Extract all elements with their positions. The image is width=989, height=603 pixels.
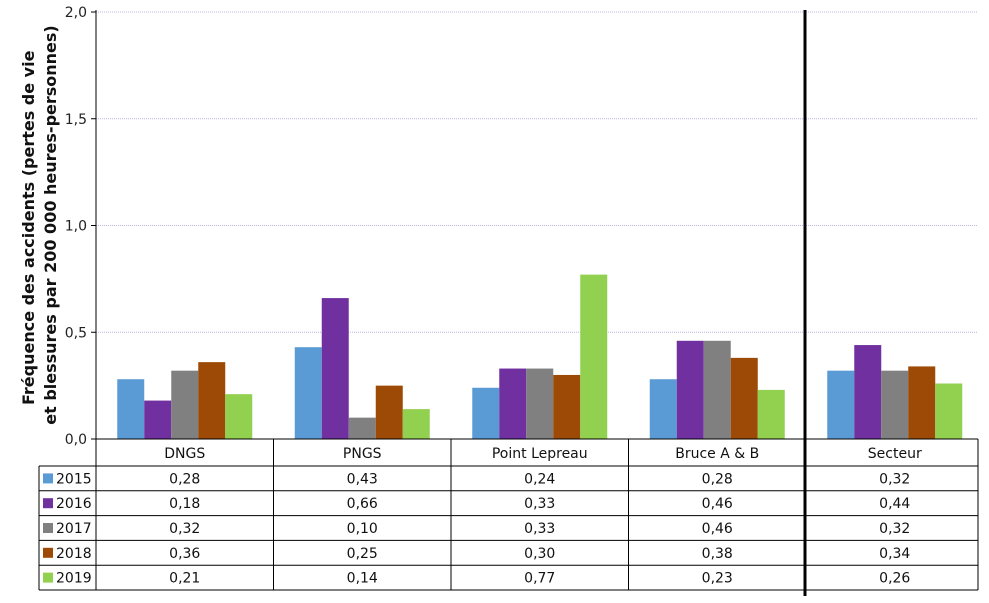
data-label: 0,28	[169, 471, 200, 487]
legend-label: 2016	[56, 496, 92, 512]
bar-2018-1	[375, 385, 403, 439]
bar-2019-4	[935, 383, 963, 439]
bar-2019-2	[580, 274, 608, 439]
data-label: 0,18	[169, 496, 200, 512]
bar-2015-2	[472, 387, 500, 439]
bar-2019-0	[225, 394, 253, 439]
legend-swatch-2016	[43, 498, 53, 509]
bar-2016-0	[144, 400, 172, 439]
data-label: 0,34	[879, 546, 910, 562]
legend-label: 2018	[56, 546, 92, 562]
data-label: 0,28	[702, 471, 733, 487]
data-label: 0,46	[702, 496, 733, 512]
bar-2017-0	[171, 370, 199, 439]
bars	[117, 274, 963, 439]
bar-2016-2	[499, 368, 527, 439]
bar-2019-3	[757, 389, 785, 439]
data-label: 0,23	[702, 571, 733, 587]
bar-2017-4	[881, 370, 909, 439]
data-label: 0,25	[347, 546, 378, 562]
y-axis-label: Fréquence des accidents (pertes de vie e…	[19, 25, 60, 425]
legend-label: 2017	[56, 521, 92, 537]
gridlines	[96, 11, 978, 333]
data-table: DNGS PNGS Point Lepreau Bruce A & B Secteur 2…	[38, 439, 979, 591]
x-category-label: Point Lepreau	[492, 446, 588, 462]
legend-label: 2019	[56, 571, 92, 587]
legend-swatch-2017	[43, 523, 53, 533]
bar-2017-3	[703, 340, 731, 439]
data-label: 0,66	[347, 496, 378, 512]
legend-swatch-2018	[43, 547, 53, 558]
y-tick-label: 2,0	[65, 5, 87, 21]
data-label: 0,46	[702, 521, 733, 537]
bar-2018-2	[553, 374, 581, 439]
bar-2015-3	[649, 379, 677, 439]
bar-2018-0	[198, 362, 226, 439]
bar-2016-4	[854, 345, 882, 439]
bar-2017-1	[348, 417, 376, 439]
data-label: 0,77	[524, 571, 555, 587]
data-label: 0,33	[524, 496, 555, 512]
data-label: 0,14	[347, 571, 378, 587]
bar-2015-1	[294, 347, 322, 439]
y-axis-label-line-2: et blessures par 200 000 heures-personne…	[41, 25, 60, 425]
data-label: 0,36	[169, 546, 200, 562]
data-label: 0,21	[169, 571, 200, 587]
bar-2015-0	[117, 379, 145, 439]
y-tick-label: 0,5	[65, 325, 87, 341]
x-category-label: DNGS	[164, 446, 205, 462]
data-label: 0,32	[169, 521, 200, 537]
y-tick-label: 1,5	[65, 112, 87, 128]
legend-swatch-2015	[43, 473, 53, 484]
data-label: 0,32	[879, 471, 910, 487]
data-label: 0,26	[879, 571, 910, 587]
bar-2018-3	[730, 357, 758, 439]
axes: 0,0 0,5 1,0 1,5 2,0	[65, 5, 978, 596]
bar-2015-4	[827, 370, 855, 439]
data-label: 0,24	[524, 471, 555, 487]
data-label: 0,33	[524, 521, 555, 537]
bar-2016-3	[676, 340, 704, 439]
bar-2017-2	[526, 368, 554, 439]
bar-2016-1	[321, 298, 349, 439]
data-label: 0,32	[879, 521, 910, 537]
data-label: 0,38	[702, 546, 733, 562]
legend-swatch-2019	[43, 572, 53, 583]
data-label: 0,30	[524, 546, 555, 562]
data-label: 0,10	[347, 521, 378, 537]
x-category-label: PNGS	[343, 446, 382, 462]
legend-label: 2015	[56, 471, 92, 487]
data-label: 0,44	[879, 496, 910, 512]
y-axis-label-line-1: Fréquence des accidents (pertes de vie	[19, 50, 38, 405]
data-label: 0,43	[347, 471, 378, 487]
x-category-label: Secteur	[868, 446, 922, 462]
y-tick-label: 1,0	[65, 219, 87, 235]
y-tick-label: 0,0	[65, 432, 87, 448]
bar-2018-4	[908, 366, 936, 439]
x-category-label: Bruce A & B	[675, 446, 759, 462]
bar-2019-1	[402, 409, 430, 439]
